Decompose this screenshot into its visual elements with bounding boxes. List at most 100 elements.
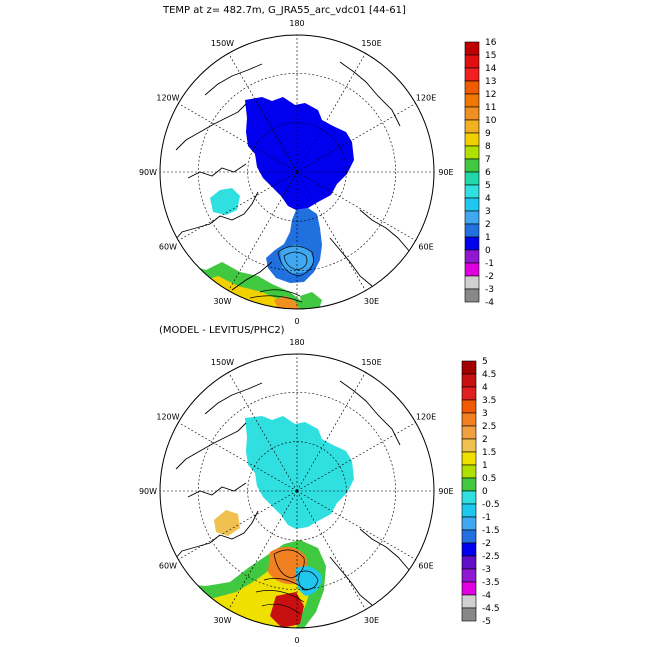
colorbar-tick-label: 2 bbox=[482, 435, 488, 445]
lon-label: 120W bbox=[156, 413, 179, 422]
lon-label: 60W bbox=[159, 243, 177, 252]
colorbar-swatch bbox=[461, 529, 477, 544]
colorbar-tick-label: 13 bbox=[485, 77, 496, 87]
coastlines bbox=[174, 380, 411, 606]
colorbar-swatch bbox=[464, 132, 480, 147]
colorbar-swatch bbox=[464, 80, 480, 95]
colorbar-tick-label: -3.5 bbox=[482, 578, 500, 588]
baffin-difference-patch bbox=[214, 510, 240, 536]
colorbar-tick-label: -3 bbox=[482, 565, 491, 575]
colorbar-tick-label: 3 bbox=[485, 207, 491, 217]
colorbar-tick-label: 8 bbox=[485, 142, 491, 152]
colorbar-tick-label: -2 bbox=[485, 272, 494, 282]
colorbar-difference: 5 4.5 4 3.5 3 2.5 2 1.5 1 0.5 0 -0.5 -1 -1.5 -2 -2.5 -3 -… bbox=[461, 357, 500, 627]
lon-label: 90E bbox=[438, 487, 453, 496]
shelf-difference-red bbox=[270, 592, 304, 628]
colorbar-tick-label: 2 bbox=[485, 220, 491, 230]
lon-label: 150W bbox=[211, 358, 234, 367]
graticule bbox=[160, 35, 434, 309]
colorbar-tick-label: 3 bbox=[482, 409, 488, 419]
colorbar-swatch bbox=[461, 464, 477, 479]
lon-label: 120E bbox=[416, 94, 436, 103]
colorbar-swatch bbox=[461, 594, 477, 609]
longitude-labels: 180 150E 120E 90E 60E 30E 0 30W 60W 90W 120W 150W bbox=[139, 19, 454, 326]
panel-title-difference: (MODEL - LEVITUS/PHC2) bbox=[159, 325, 285, 336]
shelf-sea-green bbox=[300, 292, 322, 309]
colorbar-swatch bbox=[464, 262, 480, 277]
colorbar-swatch bbox=[464, 119, 480, 134]
colorbar-tick-label: 4.5 bbox=[482, 370, 496, 380]
colorbar-tick-label: 1.5 bbox=[482, 448, 496, 458]
colorbar-tick-label: 15 bbox=[485, 51, 496, 61]
colorbar-swatch bbox=[461, 542, 477, 557]
colorbar-tick-label: 0 bbox=[485, 246, 491, 256]
lon-label: 150E bbox=[361, 358, 381, 367]
contour-lines bbox=[249, 245, 314, 303]
colorbar-tick-label: 11 bbox=[485, 103, 496, 113]
colorbar-tick-label: 16 bbox=[485, 38, 497, 48]
lon-label: 0 bbox=[294, 317, 299, 326]
colorbar-tick-label: 5 bbox=[482, 357, 488, 367]
colorbar-swatch bbox=[461, 607, 477, 622]
lon-label: 120E bbox=[416, 413, 436, 422]
lon-label: 150W bbox=[211, 39, 234, 48]
arctic-basin-field bbox=[245, 97, 354, 210]
lon-label: 90E bbox=[438, 168, 453, 177]
colorbar-swatch bbox=[461, 386, 477, 401]
colorbar-swatch bbox=[461, 412, 477, 427]
colorbar-tick-label: 3.5 bbox=[482, 396, 496, 406]
lon-label: 30E bbox=[364, 297, 379, 306]
panel-title-temperature: TEMP at z= 482.7m, G_JRA55_arc_vdc01 [44… bbox=[163, 5, 406, 16]
colorbar-tick-label: 0.5 bbox=[482, 474, 496, 484]
colorbar-tick-label: 10 bbox=[485, 116, 497, 126]
lon-label: 30W bbox=[213, 297, 231, 306]
colorbar-swatch bbox=[464, 171, 480, 186]
lon-label: 60W bbox=[159, 562, 177, 571]
colorbar-tick-label: -4 bbox=[482, 591, 491, 601]
colorbar-swatch bbox=[461, 568, 477, 583]
colorbar-swatch bbox=[461, 477, 477, 492]
lon-label: 30W bbox=[213, 616, 231, 625]
colorbar-tick-label: 12 bbox=[485, 90, 496, 100]
colorbar-swatch bbox=[464, 54, 480, 69]
colorbar-swatch bbox=[464, 249, 480, 264]
lon-label: 90W bbox=[139, 487, 157, 496]
colorbar-swatch bbox=[461, 581, 477, 596]
colorbar-tick-label: 4 bbox=[485, 194, 491, 204]
longitude-labels: 180 150E 120E 90E 60E 30E 0 30W 60W 90W 120W 150W bbox=[139, 338, 454, 645]
colorbar-swatch bbox=[461, 555, 477, 570]
colorbar-tick-label: -1 bbox=[485, 259, 494, 269]
colorbar-swatch bbox=[464, 67, 480, 82]
colorbar-swatch bbox=[461, 399, 477, 414]
norwegian-sea-cyan bbox=[280, 244, 314, 274]
colorbar-swatch bbox=[464, 210, 480, 225]
colorbar-swatch bbox=[464, 288, 480, 303]
colorbar-tick-label: 2.5 bbox=[482, 422, 496, 432]
colorbar-swatch bbox=[464, 158, 480, 173]
coastlines bbox=[174, 61, 411, 291]
colorbar-tick-label: 5 bbox=[485, 181, 491, 191]
colorbar-tick-label: -4 bbox=[485, 298, 494, 308]
baffin-bay-field bbox=[210, 188, 240, 215]
graticule bbox=[160, 354, 434, 628]
colorbar-tick-label: 0 bbox=[482, 487, 488, 497]
colorbar-swatch bbox=[464, 93, 480, 108]
lon-label: 0 bbox=[294, 636, 299, 645]
colorbar-swatch bbox=[464, 41, 480, 56]
colorbar-swatch bbox=[461, 360, 477, 375]
lon-label: 90W bbox=[139, 168, 157, 177]
lon-label: 150E bbox=[361, 39, 381, 48]
colorbar-swatch bbox=[464, 236, 480, 251]
colorbar-swatch bbox=[461, 438, 477, 453]
lon-label: 120W bbox=[156, 94, 179, 103]
colorbar-tick-label: 14 bbox=[485, 64, 497, 74]
colorbar-swatch bbox=[461, 425, 477, 440]
polar-map-difference: 180 150E 120E 90E 60E 30E 0 30W 60W 90W 120W 150W bbox=[139, 338, 454, 645]
lon-label: 180 bbox=[289, 19, 304, 28]
lon-label: 30E bbox=[364, 616, 379, 625]
colorbar-tick-label: -2 bbox=[482, 539, 491, 549]
colorbar-tick-label: -0.5 bbox=[482, 500, 500, 510]
colorbar-tick-label: 6 bbox=[485, 168, 491, 178]
